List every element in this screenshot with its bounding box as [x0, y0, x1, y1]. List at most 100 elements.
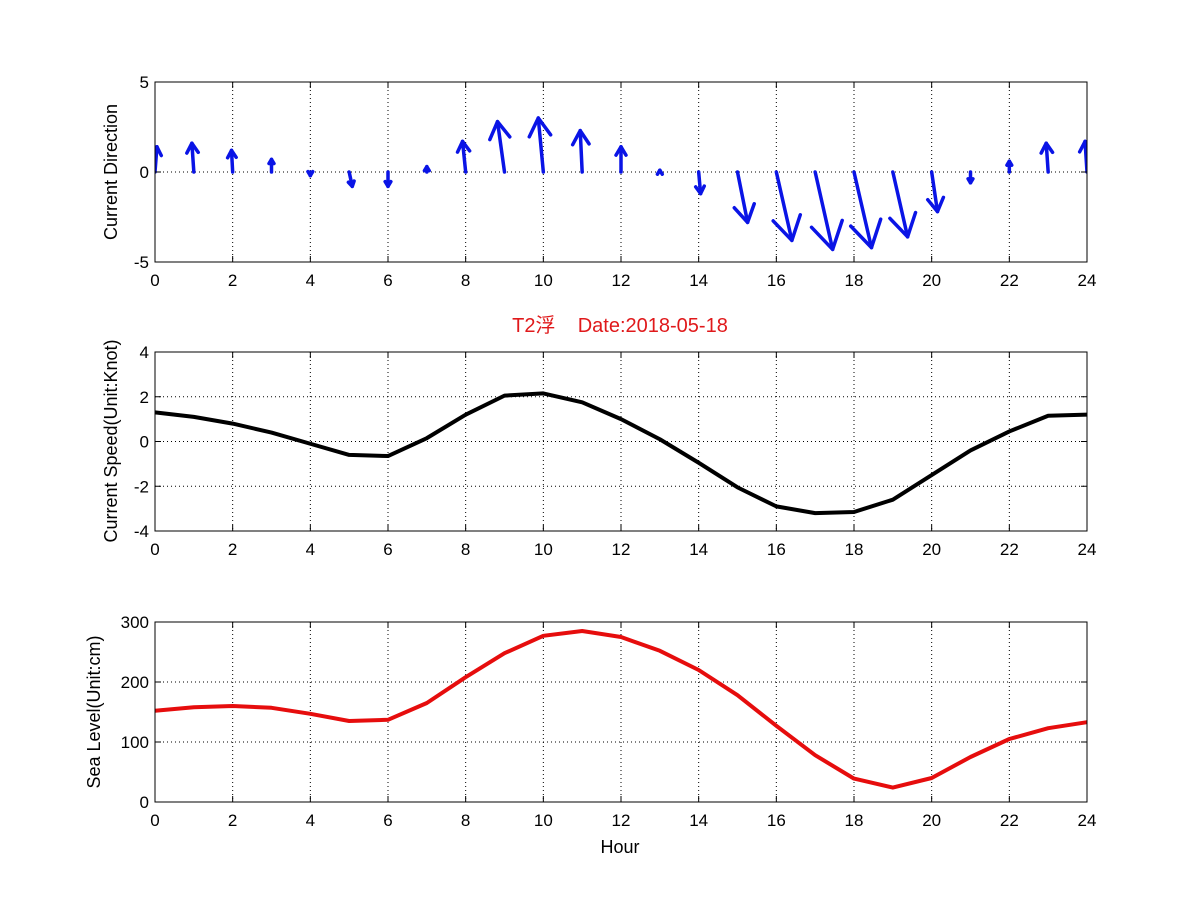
- sea-level-x-tick-label: 22: [1000, 811, 1019, 830]
- current-speed-data-point: [271, 432, 272, 434]
- current-speed-x-tick-label: 14: [689, 540, 708, 559]
- sea-level-grid: [155, 622, 1087, 802]
- current-arrow: [732, 170, 756, 225]
- sea-level-x-tick-label: 18: [845, 811, 864, 830]
- current-speed-data-point: [504, 395, 505, 397]
- sea-level-data-point: [853, 778, 855, 780]
- current-speed-data-point: [387, 455, 389, 457]
- sea-level-data-point: [775, 725, 777, 727]
- x-axis-label: Hour: [600, 837, 639, 857]
- sea-level-data-point: [892, 787, 894, 789]
- sea-level-data-point: [698, 669, 700, 671]
- current-speed-panel: T2浮 Date:2018-05-18 0 2 4 6 8 10 12 14 16 18 20 22 2…: [101, 314, 1096, 559]
- current-arrow: [888, 170, 918, 239]
- current-speed-x-tick-label: 8: [461, 540, 470, 559]
- current-speed-x-tick-label: 4: [306, 540, 315, 559]
- current-arrow: [185, 141, 200, 174]
- sea-level-data-point: [970, 756, 971, 758]
- current-arrow: [306, 169, 315, 178]
- sea-level-x-tick-label: 16: [767, 811, 786, 830]
- current-speed-grid: [155, 352, 1087, 531]
- sea-level-data-point: [193, 706, 195, 708]
- current-speed-y-tick-label: 2: [140, 388, 149, 407]
- current-direction-x-tick-label: 18: [845, 271, 864, 290]
- current-arrow: [771, 170, 803, 243]
- current-speed-x-tick-label: 22: [1000, 540, 1019, 559]
- current-speed-data-point: [775, 505, 777, 507]
- current-direction-x-tick-label: 2: [228, 271, 237, 290]
- current-direction-x-tick-label: 10: [534, 271, 553, 290]
- sea-level-x-tick-label: 2: [228, 811, 237, 830]
- sea-level-x-tick-label: 0: [150, 811, 159, 830]
- current-speed-data-point: [970, 449, 971, 451]
- current-arrow: [383, 170, 393, 189]
- current-speed-data-point: [814, 512, 816, 514]
- current-speed-data-point: [737, 486, 738, 488]
- sea-level-data-point: [581, 630, 583, 632]
- sea-level-data-point: [737, 694, 738, 696]
- current-speed-x-tick-label: 10: [534, 540, 553, 559]
- sea-level-y-tick-label: 0: [140, 793, 149, 812]
- current-speed-x-tick-label: 24: [1078, 540, 1097, 559]
- current-arrow: [422, 164, 431, 174]
- sea-level-data-point: [309, 713, 311, 715]
- current-speed-data-point: [309, 443, 311, 445]
- chart-title: T2浮 Date:2018-05-18: [512, 314, 728, 337]
- current-speed-y-label: Current Speed(Unit:Knot): [101, 339, 121, 542]
- current-arrow: [527, 116, 553, 174]
- current-speed-data-point: [1008, 430, 1010, 432]
- current-speed-y-tick-label: 4: [140, 343, 149, 362]
- current-direction-x-tick-label: 16: [767, 271, 786, 290]
- sea-level-x-tick-label: 12: [612, 811, 631, 830]
- current-direction-y-tick-label: -5: [134, 253, 149, 272]
- current-speed-data-point: [348, 454, 350, 456]
- current-speed-y-tick-label: 0: [140, 433, 149, 452]
- sea-level-x-tick-label: 4: [306, 811, 315, 830]
- sea-level-y-ticks: 0 100 200 300: [121, 613, 1087, 812]
- sea-level-data-point: [659, 650, 661, 652]
- current-speed-data-point: [426, 437, 428, 439]
- current-speed-data-point: [620, 418, 622, 420]
- current-speed-data-point: [659, 438, 661, 440]
- sea-level-x-tick-label: 20: [922, 811, 941, 830]
- sea-level-data-point: [1008, 738, 1010, 740]
- sea-level-x-tick-label: 24: [1078, 811, 1097, 830]
- current-arrow: [925, 170, 946, 214]
- current-speed-x-tick-label: 16: [767, 540, 786, 559]
- current-direction-x-tick-label: 14: [689, 271, 708, 290]
- current-arrow: [693, 170, 706, 196]
- current-speed-y-ticks: -4 -2 0 2 4: [134, 343, 1087, 541]
- current-speed-x-tick-label: 2: [228, 540, 237, 559]
- current-arrow: [455, 139, 472, 174]
- current-direction-x-tick-label: 20: [922, 271, 941, 290]
- current-direction-arrows: [155, 116, 1087, 252]
- current-arrow: [655, 168, 664, 176]
- sea-level-data-point: [387, 719, 389, 721]
- sea-level-data-point: [271, 707, 272, 709]
- current-speed-data-point: [232, 423, 234, 425]
- current-arrow: [267, 157, 276, 174]
- current-speed-x-tick-label: 20: [922, 540, 941, 559]
- current-arrow: [225, 148, 238, 174]
- current-direction-y-ticks: -5 0 5: [134, 73, 1087, 272]
- current-arrow: [809, 170, 844, 252]
- current-direction-panel: 0 2 4 6 8 10 12 14 16 18 20 22 24 -505 Current Direc…: [101, 73, 1096, 290]
- current-direction-x-tick-label: 24: [1078, 271, 1097, 290]
- sea-level-y-tick-label: 200: [121, 673, 149, 692]
- sea-level-x-tick-label: 8: [461, 811, 470, 830]
- sea-level-data-point: [542, 635, 544, 637]
- sea-level-y-tick-label: 100: [121, 733, 149, 752]
- current-arrow: [1039, 141, 1055, 174]
- current-speed-data-point: [1047, 415, 1049, 417]
- current-speed-x-tick-label: 6: [383, 540, 392, 559]
- current-speed-x-ticks: 0 2 4 6 8 10 12 14 16 18 20 22 24: [150, 352, 1096, 559]
- sea-level-data-point: [232, 705, 234, 707]
- sea-level-data-point: [1047, 727, 1049, 729]
- sea-level-data-point: [426, 702, 428, 704]
- current-direction-y-tick-label: 5: [140, 73, 149, 92]
- sea-level-data-point: [348, 720, 350, 722]
- current-direction-y-tick-label: 0: [140, 163, 149, 182]
- sea-level-data-point: [620, 636, 622, 638]
